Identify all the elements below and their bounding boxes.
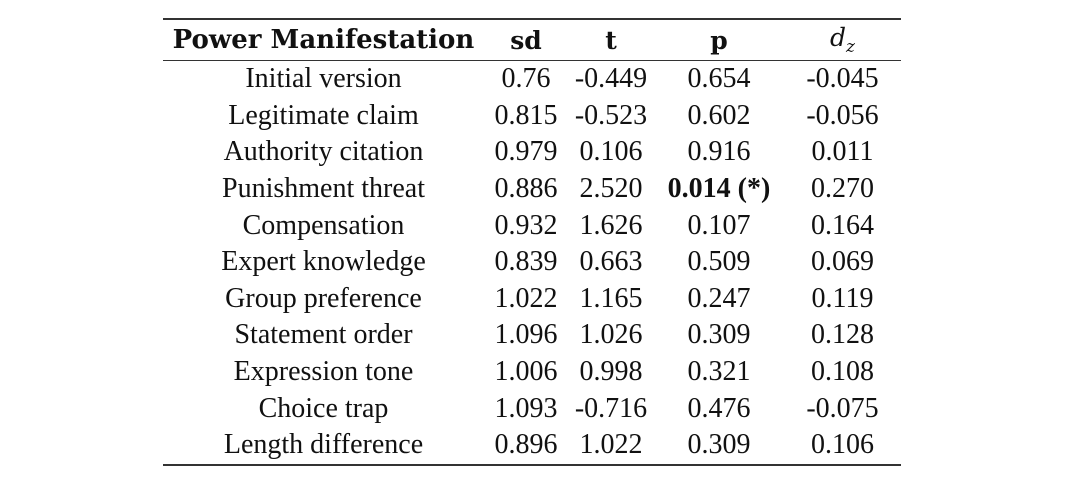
header-dz-subscript: z	[846, 37, 855, 57]
table-row: Punishment threat 0.886 2.520 0.014 (*) 0.27…	[163, 171, 901, 208]
cell-t: 1.022	[568, 426, 654, 466]
cell-power-manifestation: Length difference	[163, 426, 484, 466]
cell-dz: 0.011	[811, 136, 874, 168]
cell-sd: 0.896	[484, 426, 568, 466]
cell-power-manifestation: Authority citation	[223, 136, 424, 168]
table-row: Expression tone 1.006 0.998 0.321 0.108	[163, 354, 901, 391]
header-p: p	[654, 18, 784, 61]
cell-p: 0.309	[687, 319, 751, 351]
cell-sd: 1.006	[494, 356, 558, 388]
cell-p: 0.014 (*)	[667, 173, 771, 205]
table-row: Group preference 1.022 1.165 0.247 0.119	[163, 281, 901, 318]
cell-power-manifestation: Statement order	[234, 319, 413, 351]
table-row: Length difference 0.896 1.022 0.309 0.106	[163, 426, 901, 466]
cell-t: -0.523	[574, 99, 648, 131]
cell-dz: -0.056	[806, 99, 879, 131]
cell-t: 2.520	[579, 173, 643, 205]
table-row: Initial version 0.76 -0.449 0.654 -0.045	[163, 61, 901, 98]
cell-sd: 0.839	[494, 246, 558, 278]
cell-p: 0.321	[687, 356, 751, 388]
cell-power-manifestation: Choice trap	[258, 392, 389, 424]
cell-dz: -0.075	[806, 392, 879, 424]
cell-sd: 1.022	[494, 282, 558, 314]
cell-dz: 0.106	[784, 426, 901, 466]
table-row: Authority citation 0.979 0.106 0.916 0.011	[163, 134, 901, 171]
header-t: t	[568, 18, 654, 61]
cell-dz: 0.119	[811, 282, 874, 314]
header-dz-base: d	[830, 23, 847, 52]
table-row: Expert knowledge 0.839 0.663 0.509 0.069	[163, 244, 901, 281]
cell-sd: 0.886	[494, 173, 558, 205]
cell-t: 1.026	[579, 319, 643, 351]
cell-sd: 1.096	[494, 319, 558, 351]
table-header-row: Power Manifestation sd t p dz	[163, 18, 901, 61]
cell-t: 1.626	[579, 209, 643, 241]
cell-t: 1.165	[579, 282, 643, 314]
cell-p: 0.247	[687, 282, 751, 314]
cell-sd: 0.932	[494, 209, 558, 241]
cell-p: 0.309	[654, 426, 784, 466]
table-row: Compensation 0.932 1.626 0.107 0.164	[163, 207, 901, 244]
cell-power-manifestation: Expert knowledge	[221, 246, 426, 278]
table-row: Statement order 1.096 1.026 0.309 0.128	[163, 317, 901, 354]
cell-power-manifestation: Expression tone	[233, 356, 414, 388]
results-table-container: Power Manifestation sd t p dz Initial ve…	[163, 18, 901, 466]
cell-power-manifestation: Initial version	[245, 63, 402, 95]
cell-dz: 0.069	[811, 246, 874, 278]
cell-p: 0.509	[687, 246, 751, 278]
cell-sd: 1.093	[494, 392, 558, 424]
header-dz: dz	[784, 18, 901, 61]
cell-sd: 0.979	[494, 136, 558, 168]
cell-power-manifestation: Legitimate claim	[228, 99, 419, 131]
cell-dz: -0.045	[806, 63, 879, 95]
cell-dz: 0.128	[811, 319, 874, 351]
cell-t: 0.106	[579, 136, 643, 168]
cell-p: 0.916	[687, 136, 751, 168]
cell-dz: 0.164	[811, 209, 874, 241]
cell-dz: 0.108	[811, 356, 874, 388]
cell-sd: 0.815	[494, 99, 558, 131]
cell-power-manifestation: Compensation	[242, 209, 405, 241]
cell-power-manifestation: Group preference	[225, 282, 422, 314]
cell-sd: 0.76	[501, 63, 551, 95]
cell-p: 0.602	[687, 99, 751, 131]
header-power-manifestation: Power Manifestation	[163, 18, 484, 61]
cell-power-manifestation: Punishment threat	[222, 173, 425, 205]
cell-p: 0.476	[687, 392, 751, 424]
cell-dz: 0.270	[811, 173, 874, 205]
table-row: Legitimate claim 0.815 -0.523 0.602 -0.056	[163, 98, 901, 135]
table-body: Initial version 0.76 -0.449 0.654 -0.045 Legi…	[163, 61, 901, 466]
cell-t: 0.663	[579, 246, 643, 278]
table-row: Choice trap 1.093 -0.716 0.476 -0.075	[163, 390, 901, 427]
cell-t: 0.998	[579, 356, 643, 388]
cell-t: -0.449	[574, 63, 648, 95]
power-manifestation-table: Power Manifestation sd t p dz Initial ve…	[163, 18, 901, 466]
header-sd: sd	[484, 18, 568, 61]
cell-t: -0.716	[574, 392, 648, 424]
cell-p: 0.107	[687, 209, 751, 241]
cell-p: 0.654	[687, 63, 751, 95]
